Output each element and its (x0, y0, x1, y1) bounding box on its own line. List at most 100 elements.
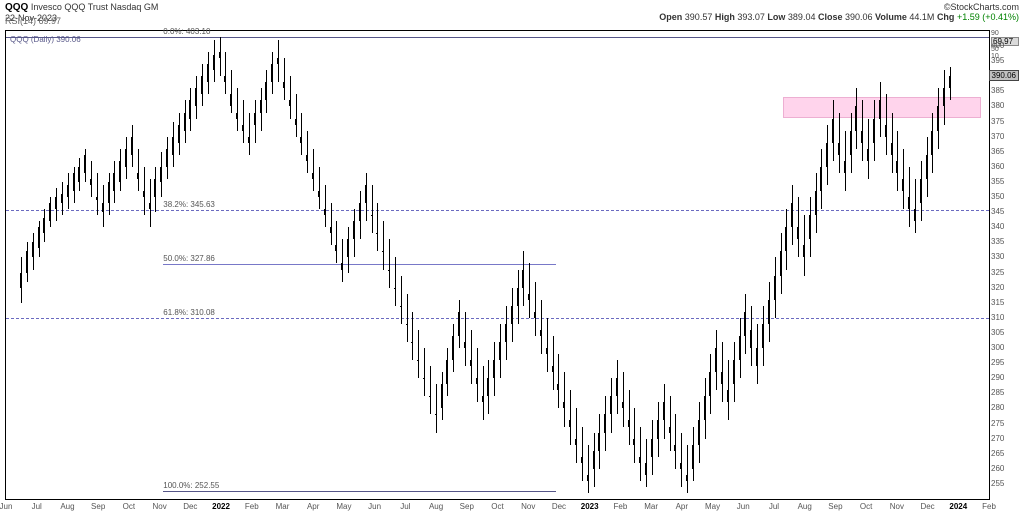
candle-body (487, 378, 489, 396)
y-tick: 315 (991, 298, 1017, 307)
candle-body (189, 100, 191, 118)
x-tick: Nov (152, 502, 166, 511)
x-tick: Dec (183, 502, 197, 511)
y-tick: 265 (991, 449, 1017, 458)
candle-wick (301, 113, 302, 155)
candle-body (84, 155, 86, 173)
candle-wick (377, 203, 378, 251)
candle-body (879, 100, 881, 118)
candle-body (470, 360, 472, 366)
candle-wick (629, 390, 630, 444)
candle-wick (395, 257, 396, 305)
y-tick: 385 (991, 86, 1017, 95)
candle-wick (412, 312, 413, 360)
fib-label: 61.8%: 310.08 (163, 308, 215, 317)
y-tick: 295 (991, 358, 1017, 367)
x-tick: 2022 (212, 502, 230, 511)
candle-wick (430, 366, 431, 414)
candle-body (575, 439, 577, 445)
candle-body (832, 119, 834, 143)
highlight-zone (783, 97, 982, 117)
candle-body (49, 203, 51, 221)
candle-body (949, 76, 951, 88)
watermark: ©StockCharts.com (944, 2, 1019, 12)
candle-body (277, 58, 279, 64)
candle-body (493, 360, 495, 378)
candle-wick (225, 52, 226, 94)
candle-body (78, 167, 80, 182)
candle-wick (383, 221, 384, 269)
candle-body (131, 137, 133, 155)
y-tick: 375 (991, 117, 1017, 126)
candle-wick (325, 185, 326, 227)
candle-wick (553, 336, 554, 390)
candle-body (674, 445, 676, 451)
candle-body (271, 64, 273, 82)
candle-body (160, 167, 162, 182)
candle-body (669, 427, 671, 433)
candle-wick (290, 76, 291, 118)
fib-line (6, 318, 989, 319)
candle-wick (401, 276, 402, 324)
candle-body (663, 402, 665, 420)
x-tick: Feb (613, 502, 627, 511)
candle-body (254, 113, 256, 125)
candle-wick (576, 408, 577, 462)
candle-body (563, 402, 565, 408)
x-tick: Sep (91, 502, 105, 511)
candle-body (330, 227, 332, 233)
candle-body (102, 203, 104, 212)
candle-body (166, 149, 168, 167)
candle-body (382, 251, 384, 252)
candle-body (809, 215, 811, 239)
fib-line (6, 37, 989, 38)
candle-body (896, 161, 898, 173)
y-tick: 270 (991, 434, 1017, 443)
x-tick: Feb (982, 502, 996, 511)
candle-wick (284, 58, 285, 100)
x-tick: 2023 (581, 502, 599, 511)
fib-label: 0.0%: 403.10 (163, 27, 210, 36)
candle-body (768, 300, 770, 324)
fib-label: 38.2%: 345.63 (163, 200, 215, 209)
chart-header: QQQ Invesco QQQ Trust Nasdaq GM 22-Nov-2… (5, 2, 1019, 30)
candle-body (522, 270, 524, 288)
candle-body (213, 55, 215, 70)
candle-body (289, 100, 291, 106)
candle-body (651, 439, 653, 457)
y-tick: 380 (991, 101, 1017, 110)
candle-body (680, 463, 682, 469)
candle-body (446, 360, 448, 384)
candle-body (324, 209, 326, 215)
candle-body (943, 88, 945, 106)
candle-body (569, 420, 571, 426)
candle-wick (582, 427, 583, 481)
candle-body (622, 402, 624, 408)
instrument-name: Invesco QQQ Trust Nasdaq GM (31, 2, 159, 12)
candle-body (90, 179, 92, 185)
candle-body (855, 106, 857, 130)
candle-wick (97, 173, 98, 215)
candle-wick (465, 312, 466, 366)
x-tick: Aug (798, 502, 812, 511)
candle-body (739, 336, 741, 360)
x-tick: May (705, 502, 720, 511)
candle-body (441, 384, 443, 408)
candle-body (265, 82, 267, 100)
candle-body (534, 312, 536, 318)
candle-body (528, 294, 530, 300)
candle-body (300, 137, 302, 143)
candle-body (698, 420, 700, 444)
candle-wick (407, 294, 408, 342)
candle-body (499, 342, 501, 360)
y-tick: 260 (991, 464, 1017, 473)
x-tick: Aug (60, 502, 74, 511)
x-tick: Jul (400, 502, 410, 511)
candle-wick (564, 372, 565, 426)
y-tick: 400 (991, 41, 1017, 50)
candle-body (113, 173, 115, 191)
candle-body (67, 185, 69, 197)
y-tick: 350 (991, 192, 1017, 201)
candle-body (312, 173, 314, 179)
x-tick: Jul (769, 502, 779, 511)
